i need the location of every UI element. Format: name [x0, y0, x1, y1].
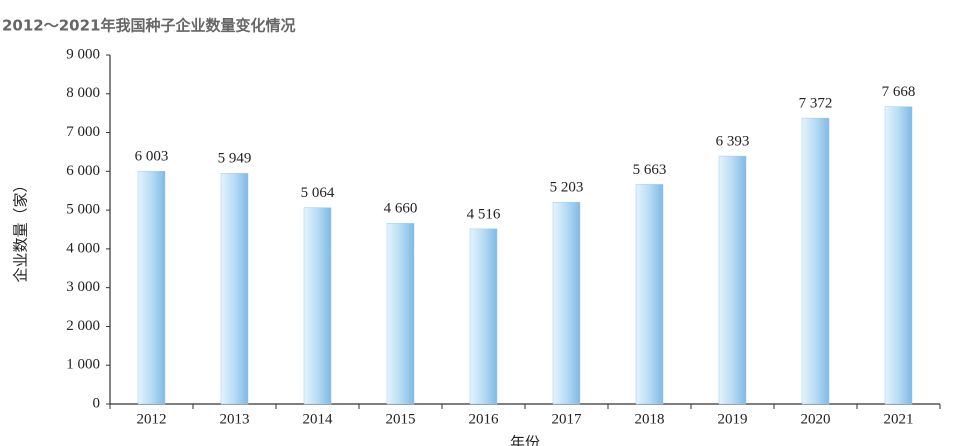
bar [386, 223, 415, 405]
value-label: 4 516 [467, 206, 501, 222]
bar [801, 117, 830, 405]
y-tick-label: 9 000 [66, 46, 100, 62]
value-label: 7 668 [882, 84, 916, 100]
bar [884, 106, 913, 405]
bar [137, 170, 166, 405]
y-tick-label: 6 000 [66, 163, 100, 179]
y-tick-label: 8 000 [66, 85, 100, 101]
y-tick-label: 2 000 [66, 318, 100, 334]
bar [552, 201, 581, 405]
bar [469, 228, 498, 405]
x-tick-label: 2012 [137, 411, 167, 427]
y-tick-label: 1 000 [66, 357, 100, 373]
bar [303, 207, 332, 405]
y-tick-label: 3 000 [66, 279, 100, 295]
value-label: 4 660 [384, 201, 418, 217]
x-tick-label: 2015 [386, 411, 416, 427]
chart-title: 2012～2021年我国种子企业数量变化情况 [2, 17, 296, 35]
y-tick-label: 5 000 [66, 202, 100, 218]
value-label: 5 064 [301, 185, 335, 201]
value-label: 5 203 [550, 180, 584, 196]
x-axis-label: 年份 [510, 434, 540, 446]
x-tick-label: 2013 [220, 411, 250, 427]
value-label: 5 949 [218, 151, 252, 167]
x-tick-label: 2014 [303, 411, 334, 427]
y-tick-label: 0 [93, 395, 101, 411]
bar [635, 184, 664, 405]
value-label: 5 663 [633, 162, 667, 178]
y-tick-label: 7 000 [66, 124, 100, 140]
y-axis-label: 企业数量（家） [11, 177, 29, 282]
x-tick-label: 2021 [884, 411, 914, 427]
value-label: 6 393 [716, 134, 750, 150]
x-tick-label: 2018 [635, 411, 665, 427]
x-tick-label: 2020 [801, 411, 831, 427]
value-label: 6 003 [135, 149, 169, 165]
bar [220, 173, 249, 405]
x-tick-label: 2017 [552, 411, 583, 427]
y-tick-label: 4 000 [66, 240, 100, 256]
value-label: 7 372 [799, 96, 833, 112]
bar [718, 155, 747, 405]
x-tick-label: 2019 [718, 411, 748, 427]
x-tick-label: 2016 [469, 411, 500, 427]
